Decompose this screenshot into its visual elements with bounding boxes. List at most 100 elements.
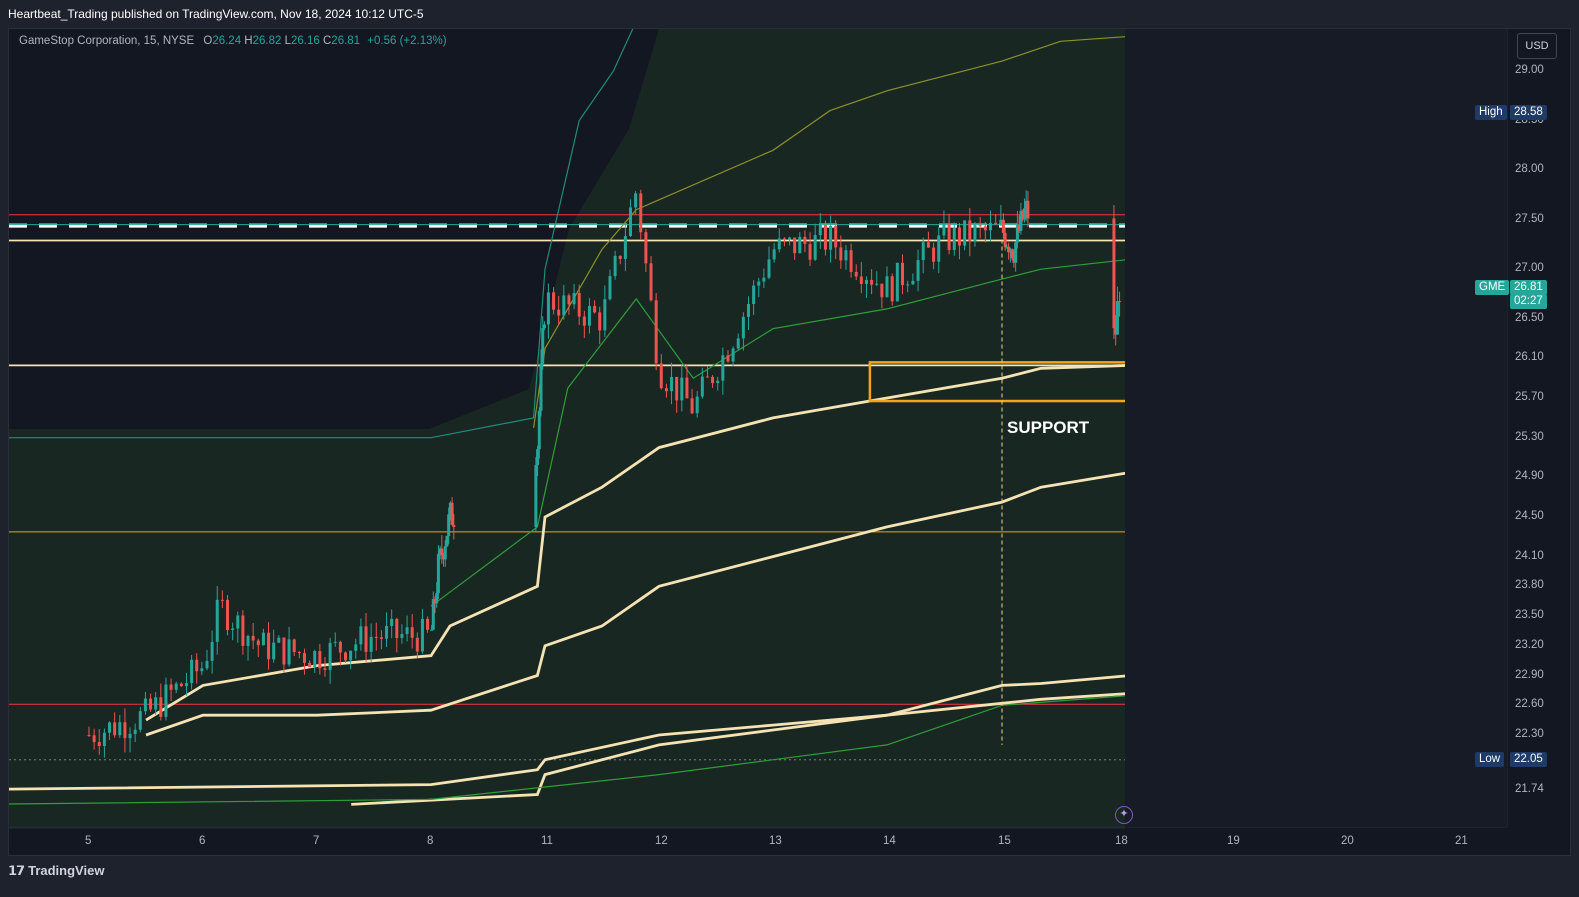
time-tick-label: 15 (998, 835, 1011, 847)
candle-body (297, 651, 301, 654)
candle-body (220, 599, 224, 601)
candle-body (448, 502, 452, 515)
candle-body (864, 279, 868, 284)
time-tick-label: 21 (1455, 835, 1468, 847)
candle-body (926, 242, 930, 248)
candle-body (629, 207, 632, 237)
candle-body (113, 722, 117, 736)
candlesticks (87, 189, 1122, 758)
candle-body (313, 651, 317, 668)
price-tick-label: 26.10 (1515, 351, 1544, 364)
candle-body (179, 683, 183, 687)
candle-body (994, 222, 998, 225)
candle-body (634, 193, 638, 208)
last-price-badge: 26.81 (1510, 280, 1547, 296)
price-tick-label: 21.74 (1515, 783, 1544, 796)
candle-body (726, 355, 730, 362)
candle-body (420, 618, 424, 652)
candle-body (210, 641, 214, 661)
chart-pane[interactable]: GameStop Corporation, 15, NYSE O26.24 H2… (8, 28, 1571, 856)
candle-body (344, 652, 347, 661)
candle-body (921, 242, 925, 261)
candle-body (287, 639, 291, 665)
candle-body (226, 599, 230, 631)
candle-body (844, 250, 848, 261)
candle-body (277, 637, 281, 643)
candle-body (762, 277, 766, 282)
candle-body (947, 223, 951, 250)
candle-body (973, 225, 977, 242)
candle-body (777, 238, 781, 250)
candle-body (999, 219, 1003, 225)
candle-body (1012, 257, 1016, 263)
countdown-badge: 02:27 (1510, 294, 1547, 310)
candle-body (690, 398, 694, 414)
legend-o-label: O (203, 35, 213, 47)
candle-body (435, 593, 439, 604)
candle-body (582, 316, 586, 326)
price-tick-label: 27.50 (1515, 212, 1544, 225)
candle-body (823, 224, 827, 250)
support-label: SUPPORT (1007, 417, 1090, 437)
candle-body (442, 555, 446, 560)
candle-body (968, 220, 972, 242)
candle-body (400, 633, 404, 638)
candle-body (587, 305, 591, 326)
candle-body (772, 249, 776, 260)
ticker-badge: GME (1475, 280, 1510, 296)
candle-body (195, 659, 199, 672)
candle-body (1007, 246, 1011, 253)
candle-body (901, 262, 905, 286)
candle-body (436, 554, 440, 594)
candle-body (261, 632, 265, 646)
legend-open: 26.24 (212, 35, 242, 47)
add-alert-icon[interactable]: ✦ (1115, 806, 1133, 824)
price-tick-label: 24.50 (1515, 509, 1544, 522)
candle-body (241, 615, 245, 646)
candle-body (639, 193, 643, 233)
candle-body (215, 599, 219, 642)
candle-body (333, 641, 337, 643)
legend-change: +0.56 (+2.13%) (367, 35, 447, 47)
candle-body (267, 632, 271, 660)
candle-body (752, 285, 756, 305)
candle-body (680, 377, 684, 401)
candle-body (716, 380, 720, 384)
candle-body (440, 548, 444, 556)
price-tick-label: 24.90 (1515, 470, 1544, 483)
time-tick-label: 6 (199, 835, 206, 847)
candle-body (308, 662, 312, 668)
candle-body (190, 659, 194, 684)
candle-body (231, 628, 235, 631)
candle-body (963, 220, 967, 246)
candle-body (405, 627, 409, 634)
candle-body (895, 262, 899, 302)
footer-bar: 𝟭𝟳 TradingView (0, 856, 1579, 897)
candle-body (205, 660, 209, 669)
candle-body (272, 642, 276, 660)
time-tick-label: 18 (1115, 835, 1128, 847)
price-chart[interactable] (9, 29, 1570, 855)
currency-button[interactable]: USD (1517, 33, 1557, 59)
band-green-lower (9, 694, 1131, 805)
candle-body (133, 729, 137, 734)
candle-body (236, 615, 240, 629)
candle-body (128, 733, 132, 739)
candle-body (438, 548, 442, 555)
time-tick-label: 5 (85, 835, 92, 847)
price-tick-label: 22.30 (1515, 728, 1544, 740)
candle-body (572, 293, 576, 305)
low-label-badge: Low (1475, 751, 1505, 767)
candle-body (803, 236, 807, 244)
candle-body (649, 263, 653, 301)
tradingview-logo[interactable]: 𝟭𝟳 TradingView (8, 863, 104, 879)
candle-body (932, 247, 936, 262)
price-tick-label: 23.20 (1515, 638, 1544, 651)
candle-body (664, 388, 668, 392)
time-tick-label: 8 (427, 835, 434, 847)
candle-body (541, 328, 545, 364)
candle-body (1001, 219, 1005, 233)
candle-body (546, 292, 550, 325)
candle-body (818, 224, 822, 236)
tradingview-logo-icon: 𝟭𝟳 (8, 863, 25, 878)
